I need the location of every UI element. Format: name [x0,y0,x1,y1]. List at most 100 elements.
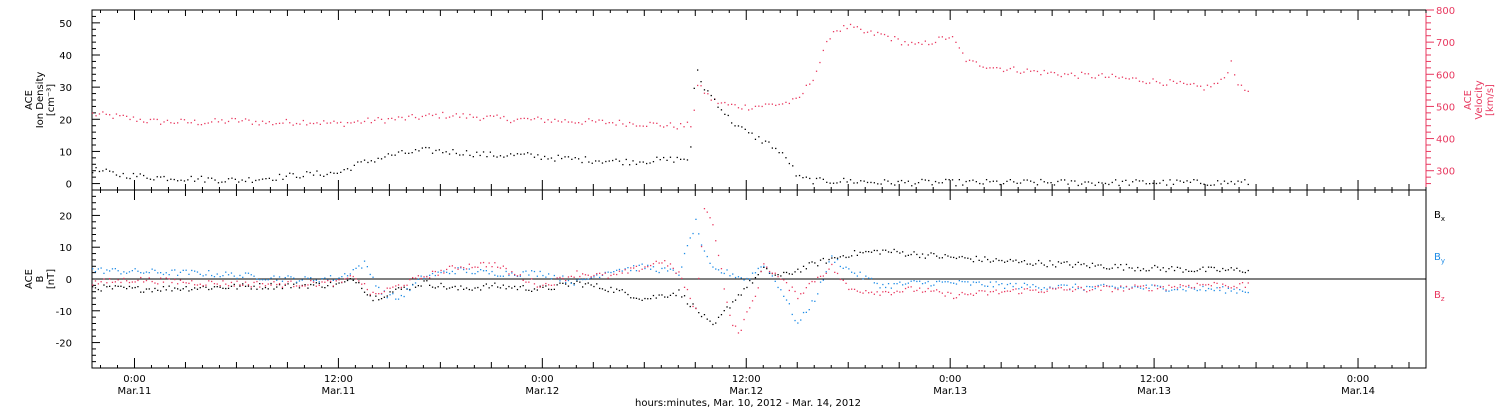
velocity-series-point [826,40,828,43]
density-series-point [1186,180,1188,182]
field-series-z-point [717,254,720,257]
field-series-x-point [1227,269,1229,271]
field-series-z-point [607,277,609,279]
velocity-series-point [1006,69,1008,71]
density-series-point [1206,184,1209,186]
field-series-y-point [94,270,97,273]
field-series-z-point [851,288,853,290]
field-series-z-point [780,278,782,280]
field-series-z-point [191,280,193,282]
field-series-x-point [1199,268,1201,270]
field-series-y-point [672,269,674,271]
field-series-y-point [349,273,351,275]
field-series-z-point [1159,286,1162,288]
velocity-series-point [285,118,287,121]
density-series-point [367,161,369,164]
field-series-x-point [992,260,994,262]
field-series-y-point [363,260,366,262]
field-series-y-point [499,275,502,277]
field-series-z-point [788,289,790,292]
velocity-series-point [319,123,321,125]
field-series-x-point [853,250,856,252]
field-series-x-point [593,285,595,288]
velocity-series-point [221,119,223,121]
field-series-x-point [151,291,153,293]
field-series-z-point [443,272,445,274]
field-series-y-point [944,281,946,283]
velocity-series-point [900,44,903,46]
density-series-point [550,157,553,159]
field-series-y-point [856,275,858,277]
field-series-x-point [893,248,895,251]
density-series-point [860,180,862,182]
velocity-series-point [343,125,345,127]
field-series-z-point [380,292,383,295]
field-series-y-point [1077,287,1079,290]
field-series-x-point [950,256,952,258]
field-series-x-point [420,285,422,287]
field-tick-label: 20 [59,211,72,222]
field-series-y-point [760,266,762,268]
field-series-x-point [431,286,434,288]
field-series-y-point [587,278,589,280]
velocity-series-point [397,116,400,118]
density-series-point [578,158,580,160]
field-series-z-point [836,272,839,275]
velocity-series-point [666,125,668,127]
density-series-point [275,179,277,181]
field-series-x-point [199,287,201,289]
density-series-point [771,147,773,149]
density-series-point [438,149,440,151]
density-series-point [1200,182,1202,185]
field-series-x-point [143,291,145,293]
field-series-y-point [1097,284,1099,287]
field-series-z-point [1247,282,1249,284]
field-series-z-point [318,284,320,286]
density-series-point [265,178,267,180]
field-series-z-point [329,280,332,282]
density-series-point [1091,182,1093,184]
field-series-y-point [1205,290,1207,292]
field-series-z-point [1023,288,1026,290]
density-series-point [282,178,284,180]
velocity-series-point [1118,77,1120,79]
field-series-x-point [1097,264,1099,266]
field-series-z-point [171,281,173,284]
field-series-y-point [1196,289,1198,292]
density-series-point [448,153,451,155]
field-series-z-point [1134,284,1136,286]
field-series-x-point [550,288,553,291]
density-series-point [1230,180,1232,183]
density-series-point [775,147,777,150]
field-series-z-point [703,208,706,210]
field-series-z-point [927,287,929,290]
field-series-z-point [771,272,773,274]
velocity-series-point [724,101,726,104]
field-series-x-point [298,287,301,289]
density-series-point [105,168,107,170]
velocity-series-point [493,115,495,117]
velocity-series-point [907,44,909,46]
field-series-x-point [386,295,388,297]
field-series-x-point [876,249,878,252]
field-series-x-point [633,297,635,299]
density-tick-label: 30 [59,83,72,94]
velocity-series-point [180,118,182,120]
field-series-z-point [933,290,935,292]
field-series-x-point [1114,263,1116,266]
field-series-x-point [567,285,570,287]
density-series-point [418,150,420,152]
density-series-point [255,179,257,182]
field-series-x-point [361,287,363,290]
field-series-z-point [358,280,360,282]
density-series-point [319,174,321,176]
field-series-x-point [117,285,119,287]
field-series-y-point [919,280,921,282]
field-series-y-point [630,269,632,272]
velocity-tick-label: 300 [1436,167,1455,178]
field-series-x-point [120,285,122,287]
density-series-point [710,94,712,97]
field-series-x-point [961,255,963,258]
density-series-point [812,183,814,185]
